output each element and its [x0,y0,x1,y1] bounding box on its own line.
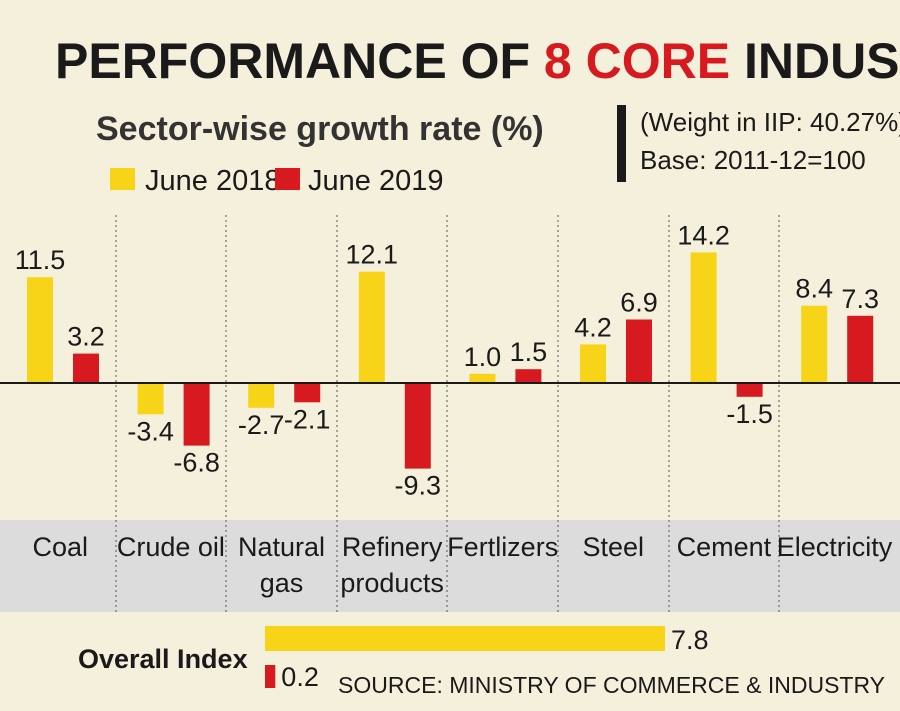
bars-group [27,252,874,469]
overall-index-label: Overall Index [78,644,248,674]
value-label-crude-oil-june-2018: -3.4 [127,416,174,446]
bar-refinery-products-june-2018 [358,271,385,383]
value-label-coal-june-2019: 3.2 [67,322,105,352]
bar-cement-june-2019 [736,383,763,397]
bar-steel-june-2018 [580,344,606,383]
note-weight: (Weight in IIP: 40.27%) [640,107,900,137]
legend: June 2018 June 2019 [110,165,443,197]
value-label-crude-oil-june-2019: -6.8 [173,448,220,478]
bar-electricity-june-2018 [801,305,828,383]
overall-value-june-2018: 7.8 [671,625,709,655]
note-bar [617,105,626,182]
category-label-fertlizers: Fertlizers [447,532,558,562]
bar-steel-june-2019 [626,319,652,383]
overall-index: Overall Index 7.8 0.2 [78,625,709,692]
value-label-electricity-june-2018: 8.4 [795,274,833,304]
category-label-coal: Coal [33,532,89,562]
legend-swatch-june-2018 [110,168,135,190]
overall-value-june-2019: 0.2 [281,662,319,692]
title-part-1: PERFORMANCE OF [55,33,544,89]
bar-coal-june-2019 [73,353,99,383]
value-labels-group: 11.5 3.2 -3.4-6.8 -2.7 -2.1 12.1 -9.3 1.0 1.5 4.2… [15,220,879,500]
value-label-refinery-products-june-2018: 12.1 [346,240,399,270]
category-label-cement: Cement [677,532,772,562]
value-label-steel-june-2018: 4.2 [574,312,612,342]
value-label-natural-gas-june-2019: -2.1 [284,404,331,434]
value-label-refinery-products-june-2019: -9.3 [395,471,442,501]
title-part-3: INDUSTRIES [730,33,900,89]
bar-crude-oil-june-2019 [183,383,210,446]
category-separators [115,215,780,612]
chart-subtitle: Sector-wise growth rate (%) [96,110,544,148]
value-label-coal-june-2018: 11.5 [15,245,66,275]
bar-fertlizers-june-2019 [515,369,542,383]
bar-electricity-june-2019 [847,315,874,383]
bar-fertlizers-june-2018 [469,373,496,383]
legend-label-june-2018: June 2018 [145,165,280,197]
value-label-natural-gas-june-2018: -2.7 [238,410,285,440]
bar-natural-gas-june-2018 [248,383,275,408]
bar-cement-june-2018 [690,252,717,383]
value-label-electricity-june-2019: 7.3 [841,284,879,314]
category-band [0,520,900,612]
legend-label-june-2019: June 2019 [308,165,443,197]
note-base: Base: 2011-12=100 [640,145,866,175]
value-label-cement-june-2019: -1.5 [726,399,773,429]
category-label-refinery-products: Refinery products [340,532,444,598]
bar-refinery-products-june-2019 [404,383,431,469]
legend-swatch-june-2019 [275,168,300,190]
source-note: SOURCE: MINISTRY OF COMMERCE & INDUSTRY [338,672,885,698]
bar-coal-june-2018 [27,277,53,383]
value-label-steel-june-2019: 6.9 [620,288,658,318]
category-label-natural-gas: Natural gas [238,532,325,598]
overall-bar-june-2018 [265,626,665,651]
bar-natural-gas-june-2019 [294,383,321,403]
category-label-crude-oil: Crude oil [117,532,225,562]
category-label-steel: Steel [583,532,645,562]
title-part-2: 8 CORE [544,33,730,89]
bar-crude-oil-june-2018 [137,383,164,415]
value-label-cement-june-2018: 14.2 [677,220,730,250]
value-label-fertlizers-june-2019: 1.5 [510,337,548,367]
category-label-electricity: Electricity [777,532,893,562]
overall-bar-june-2019 [265,665,276,688]
value-label-fertlizers-june-2018: 1.0 [464,342,502,372]
chart-title: PERFORMANCE OF 8 CORE INDUSTRIES [55,33,900,89]
